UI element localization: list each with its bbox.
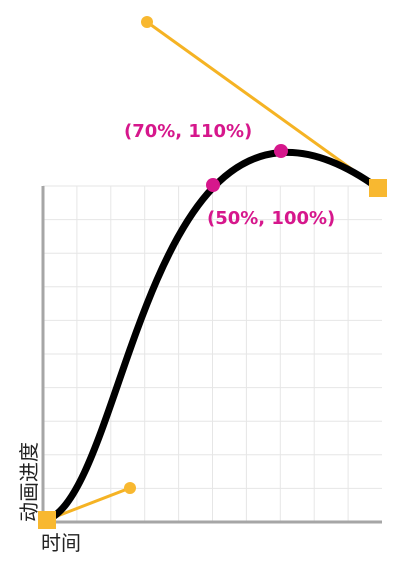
end-handle-line [146, 20, 379, 190]
y-axis-label: 动画进度 [17, 442, 41, 522]
start-anchor-point[interactable] [38, 511, 56, 529]
x-axis-label: 时间 [41, 531, 81, 555]
highlight-point-70 [274, 144, 288, 158]
grid [43, 185, 382, 522]
point-label-50: (50%, 100%) [207, 208, 336, 229]
end-anchor-point[interactable] [369, 179, 387, 197]
highlight-point-50 [206, 178, 220, 192]
end-control-handle[interactable] [141, 16, 153, 28]
timing-curve [43, 149, 382, 524]
point-label-70: (70%, 110%) [124, 121, 253, 142]
start-control-handle[interactable] [124, 482, 136, 494]
